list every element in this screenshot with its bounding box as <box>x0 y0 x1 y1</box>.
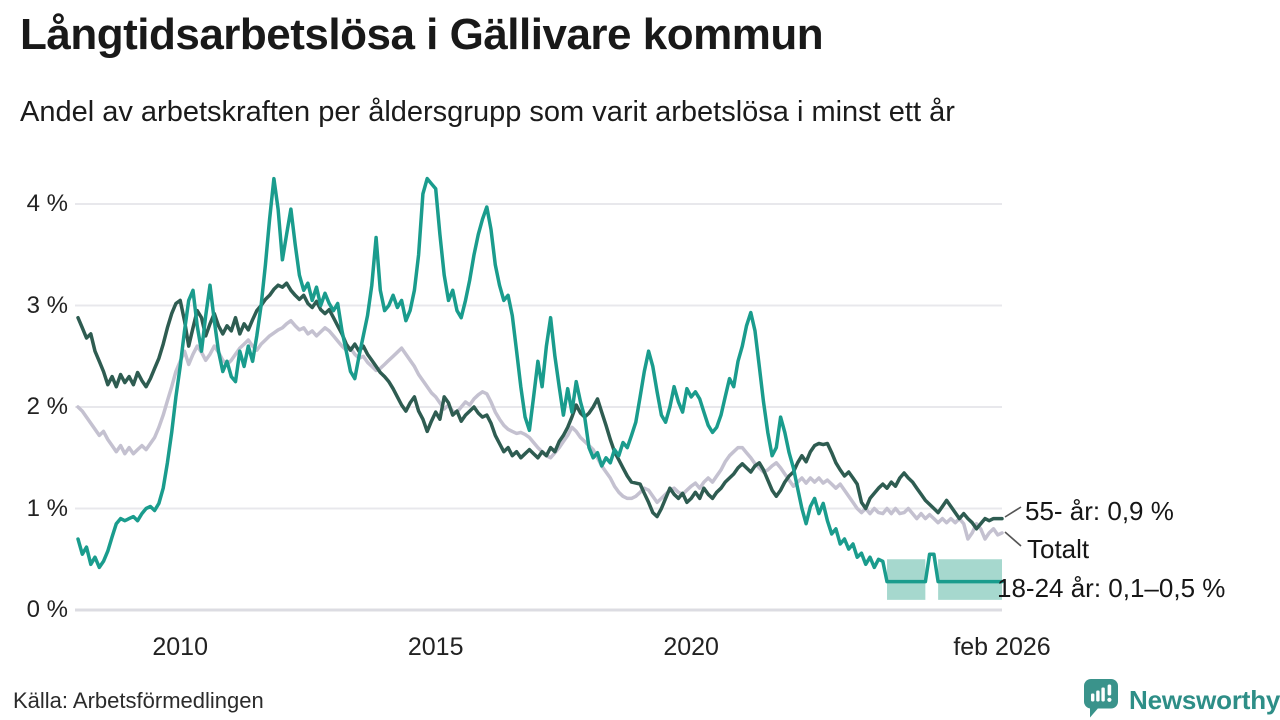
series-line-totalt <box>76 318 1004 541</box>
series-line-18-24-år <box>76 176 1004 584</box>
x-tick-2015: 2015 <box>407 633 464 661</box>
y-tick-3: 3 % <box>26 291 68 319</box>
y-tick-4: 4 % <box>26 190 68 217</box>
uncertainty-band-0 <box>887 559 926 600</box>
newsworthy-logo-text: Newsworthy <box>1129 685 1280 715</box>
x-tick-2020: 2020 <box>663 633 719 661</box>
y-tick-2: 2 % <box>26 393 68 420</box>
newsworthy-logo-icon <box>1084 679 1118 718</box>
uncertainty-band-1 <box>938 559 1002 600</box>
y-tick-1: 1 % <box>26 494 68 522</box>
source-note: Källa: Arbetsförmedlingen <box>13 688 264 713</box>
x-tick-feb-2026: feb 2026 <box>953 633 1051 661</box>
annotation-55-ar: 55- år: 0,9 % <box>1025 496 1174 526</box>
annotation-18-24-ar: 18-24 år: 0,1–0,5 % <box>997 573 1226 603</box>
x-tick-2010: 2010 <box>152 633 208 661</box>
chart-subtitle: Andel av arbetskraften per åldersgrupp s… <box>20 96 955 128</box>
series-line-55--år <box>76 281 1004 531</box>
leader-line-55-ar <box>1004 506 1022 518</box>
y-tick-0: 0 % <box>26 596 68 623</box>
leader-line-totalt <box>1004 531 1022 547</box>
newsworthy-logo: Newsworthy <box>1083 679 1280 718</box>
page-title: Långtidsarbetslösa i Gällivare kommun <box>20 10 824 59</box>
annotation-totalt: Totalt <box>1027 534 1090 564</box>
